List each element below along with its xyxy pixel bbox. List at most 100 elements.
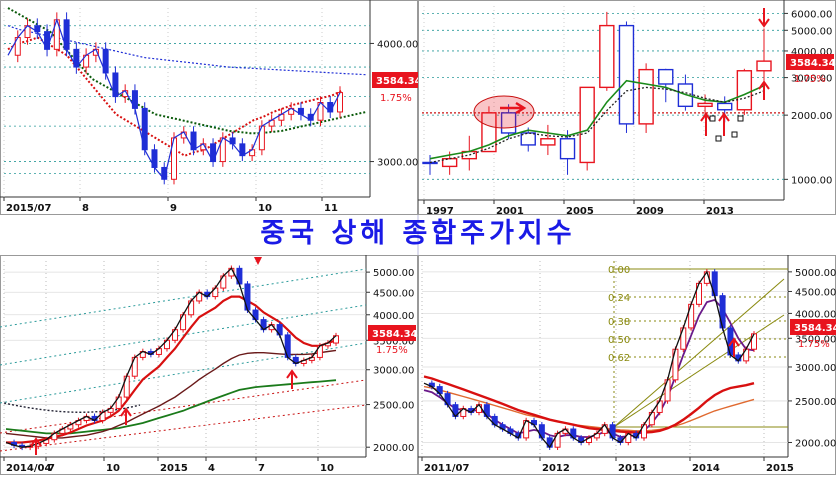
y-tick-label: 5000.00 (373, 268, 414, 279)
price-label: 3584.34 (372, 329, 418, 340)
panel-divider (417, 0, 419, 475)
daily-candle (337, 92, 343, 113)
chart-daily-svg: 3000.00 4000.00 2015/07 8 9 10 11 3584.34 1.75% (0, 0, 422, 215)
price-label: 3584.34 (376, 76, 418, 87)
price-label: 3584.34 (790, 58, 836, 69)
trend-channel-line (0, 404, 367, 452)
highlight-ellipse (473, 95, 535, 129)
y-tick-label: 5000.00 (795, 268, 836, 279)
y-tick-label: 4000.00 (791, 47, 832, 58)
trend-channel-line (0, 379, 367, 434)
y-tick-label: 1000.00 (791, 175, 832, 186)
percent-label: 1.75% (798, 339, 830, 350)
x-tick-label: 8 (82, 203, 89, 214)
arrow-up-3 (758, 80, 770, 100)
x-tick-label: 11 (324, 203, 338, 214)
chart-monthly-svg: 2000.00 2500.00 3000.00 3500.00 4000.00 4500.… (418, 255, 836, 475)
year-candle (638, 68, 654, 125)
year-candle (481, 112, 497, 153)
chart-yearly-svg: 1000.00 2000.00 3000.00 4000.00 5000.00 6000.… (418, 0, 836, 217)
x-tick-label: 2015/07 (6, 203, 51, 214)
y-tick-label: 3000.00 (791, 74, 832, 85)
x-tick-label: 2013 (706, 206, 734, 215)
x-tick-label: 2014/04 (6, 463, 51, 474)
price-box (790, 319, 836, 335)
y-tick-label: 3500.00 (795, 334, 836, 345)
fib-label: 0.00 (608, 265, 630, 276)
percent-label: 1.75% (376, 345, 408, 356)
x-tick-label: 2012 (542, 463, 570, 474)
arrow-right (500, 101, 527, 115)
year-candle (658, 68, 674, 85)
fib-label: 0.24 (608, 293, 630, 304)
price-box (372, 72, 420, 88)
year-candle (717, 102, 733, 111)
page-title: 중국 상해 종합주가지수 (260, 218, 576, 249)
y-tick-label: 2500.00 (795, 397, 836, 408)
year-candle (697, 102, 713, 108)
year-candle (441, 157, 458, 168)
y-tick-label: 2500.00 (373, 401, 414, 412)
chart-daily: 3000.00 4000.00 2015/07 8 9 10 11 3584.34 1.75% (0, 0, 422, 215)
y-tick-label: 3500.00 (373, 336, 414, 347)
x-tick-label: 10 (106, 463, 120, 474)
percent-label: 1.75% (794, 74, 826, 85)
x-tick-label: 10 (320, 463, 334, 474)
ma2-line (429, 86, 765, 164)
x-tick-label: 2011/07 (424, 463, 469, 474)
ma-red-line (423, 375, 755, 434)
x-tick-label: 2014 (692, 463, 720, 474)
x-tick-label: 7 (48, 463, 55, 474)
x-tick-label: 2009 (636, 206, 664, 215)
year-candle (540, 138, 556, 146)
marker-square (731, 131, 738, 138)
year-candle (599, 24, 615, 89)
y-tick-label: 3000.00 (377, 158, 418, 169)
y-tick-label: 6000.00 (791, 9, 832, 20)
chart-monthly: 2000.00 2500.00 3000.00 3500.00 4000.00 4500.… (418, 255, 836, 475)
chart-weekly: 2000.00 2500.00 3000.00 3500.00 4000.00 4500.… (0, 255, 418, 475)
y-tick-label: 3000.00 (795, 363, 836, 374)
arrow-up-2 (120, 407, 132, 425)
y-tick-label: 4500.00 (795, 287, 836, 298)
fib-label: 0.38 (608, 317, 630, 328)
y-tick-label: 4500.00 (373, 288, 414, 299)
arrow-up-1 (30, 437, 42, 455)
price-line (423, 270, 755, 449)
price-line (7, 17, 341, 181)
year-candle (579, 86, 595, 164)
arrow-up (728, 337, 740, 357)
y-tick-label: 2000.00 (795, 438, 836, 449)
ma-dark-line (5, 349, 337, 439)
y-tick-label: 4000.00 (795, 309, 836, 320)
price-label: 3584.34 (794, 323, 836, 334)
peak-marker (254, 257, 262, 265)
arrow-up-2 (718, 112, 730, 136)
x-tick-label: 2015 (160, 463, 188, 474)
y-tick-label: 3000.00 (373, 366, 414, 377)
x-tick-label: 2015 (766, 463, 794, 474)
y-tick-label: 2000.00 (373, 443, 414, 454)
x-tick-label: 2001 (496, 206, 524, 215)
trend-channel-line (0, 268, 367, 328)
arrow-up-1 (700, 112, 712, 136)
arrow-down (758, 8, 770, 28)
year-candle (618, 24, 635, 125)
percent-label: 1.75% (380, 93, 412, 104)
fib-label: 0.50 (608, 335, 630, 346)
x-tick-label: 9 (170, 203, 177, 214)
year-candle (736, 70, 753, 111)
ma-orange-line (423, 385, 755, 432)
trend-channel-line (0, 304, 367, 366)
fib-label: 0.62 (608, 353, 630, 364)
year-candle (756, 60, 772, 72)
x-tick-label: 4 (208, 463, 215, 474)
x-tick-label: 10 (258, 203, 272, 214)
chart-weekly-svg: 2000.00 2500.00 3000.00 3500.00 4000.00 4500.… (0, 255, 418, 475)
chart-yearly: 1000.00 2000.00 3000.00 4000.00 5000.00 6000.… (418, 0, 836, 217)
x-tick-label: 2005 (566, 206, 594, 215)
y-tick-label: 2000.00 (791, 111, 832, 122)
arrow-up-3 (286, 369, 298, 389)
year-candle (422, 161, 438, 165)
marker-square (737, 115, 744, 122)
